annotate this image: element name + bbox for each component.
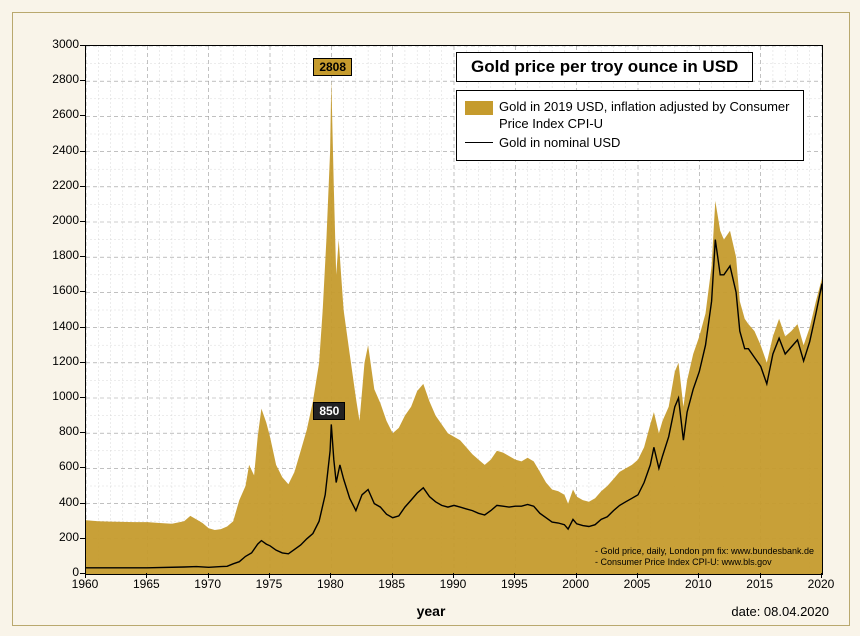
date-label: date: 08.04.2020 <box>731 604 829 619</box>
x-axis-label: year <box>417 603 446 619</box>
peak-label: 850 <box>313 402 345 420</box>
x-tick-label: 2010 <box>682 577 714 591</box>
legend-item-nominal: Gold in nominal USD <box>465 135 793 152</box>
chart-title: Gold price per troy ounce in USD <box>456 52 753 82</box>
x-tick-label: 1960 <box>69 577 101 591</box>
legend-item-adjusted: Gold in 2019 USD, inflation adjusted by … <box>465 99 793 133</box>
legend-label-adjusted: Gold in 2019 USD, inflation adjusted by … <box>499 99 793 133</box>
source-note-2: - Consumer Price Index CPI-U: www.bls.go… <box>595 557 814 568</box>
x-tick-label: 2020 <box>805 577 837 591</box>
legend-swatch-area <box>465 101 493 115</box>
y-tick-label: 1400 <box>52 319 79 333</box>
y-tick-label: 2800 <box>52 72 79 86</box>
y-tick-label: 1800 <box>52 248 79 262</box>
x-tick-label: 1985 <box>376 577 408 591</box>
y-tick-label: 2400 <box>52 143 79 157</box>
y-tick-label: 200 <box>59 530 79 544</box>
x-tick-label: 1965 <box>130 577 162 591</box>
plot-area: Gold price per troy ounce in USD Gold in… <box>85 45 823 575</box>
x-tick-label: 1975 <box>253 577 285 591</box>
y-tick-label: 1000 <box>52 389 79 403</box>
y-tick-label: 800 <box>59 424 79 438</box>
y-tick-label: 400 <box>59 495 79 509</box>
x-tick-label: 1995 <box>498 577 530 591</box>
peak-label: 2808 <box>313 58 352 76</box>
x-tick-label: 2005 <box>621 577 653 591</box>
y-tick-label: 3000 <box>52 37 79 51</box>
legend: Gold in 2019 USD, inflation adjusted by … <box>456 90 804 161</box>
legend-swatch-line <box>465 135 493 149</box>
x-tick-label: 2000 <box>560 577 592 591</box>
y-tick-label: 2000 <box>52 213 79 227</box>
legend-label-nominal: Gold in nominal USD <box>499 135 620 152</box>
chart-frame: USD / troy ounce gold Gold price per tro… <box>12 12 850 626</box>
y-tick-label: 600 <box>59 459 79 473</box>
x-tick-label: 1990 <box>437 577 469 591</box>
source-notes: - Gold price, daily, London pm fix: www.… <box>595 546 814 568</box>
x-tick-label: 2015 <box>744 577 776 591</box>
y-tick-label: 1600 <box>52 283 79 297</box>
x-tick-label: 1980 <box>314 577 346 591</box>
y-tick-label: 1200 <box>52 354 79 368</box>
y-tick-label: 2600 <box>52 107 79 121</box>
y-tick-label: 2200 <box>52 178 79 192</box>
source-note-1: - Gold price, daily, London pm fix: www.… <box>595 546 814 557</box>
x-tick-label: 1970 <box>192 577 224 591</box>
